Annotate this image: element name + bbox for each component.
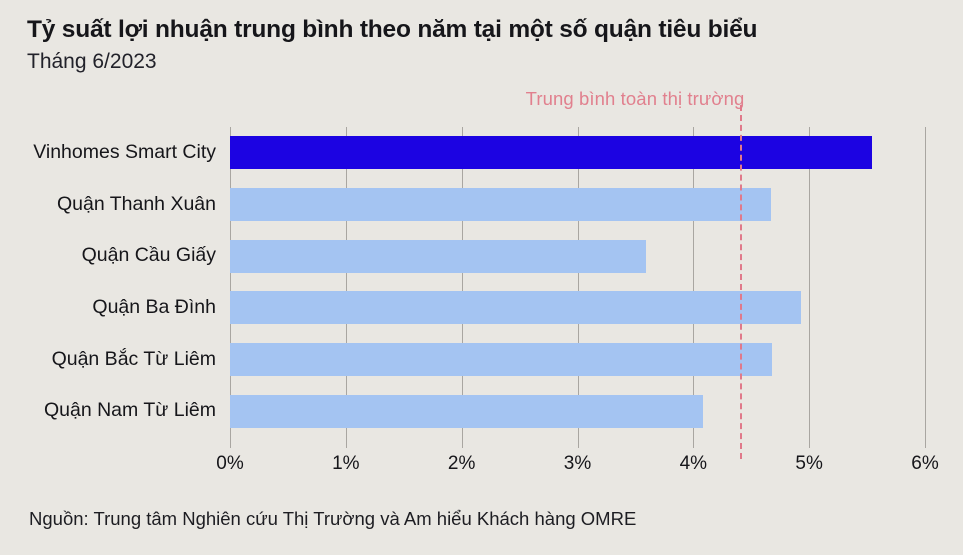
tick-mark [230,437,231,448]
gridline-4pct [693,127,695,437]
gridline-3pct [577,127,579,437]
market-average-annotation-label: Trung bình toàn thị trường [525,88,745,109]
bar[interactable] [230,136,872,170]
category-label-1: Quận Thanh Xuân [56,192,216,215]
chart-subtitle: Tháng 6/2023 [27,49,157,73]
bar[interactable] [230,394,703,428]
bar[interactable] [230,342,773,376]
gridline-5pct [809,127,811,437]
bar-row [230,179,925,231]
tick-mark [693,437,695,448]
tick-label-1pct: 1% [332,453,360,474]
page-title: Tỷ suất lợi nhuận trung bình theo năm tạ… [27,16,758,43]
bar-row [230,230,925,282]
gridline-1pct [345,127,347,437]
bar[interactable] [230,239,646,273]
x-axis: 0% 1% 2% 3% 4% 5% 6% [216,437,939,477]
source-note: Nguồn: Trung tâm Nghiên cứu Thị Trường v… [29,508,637,529]
chart-header: Tỷ suất lợi nhuận trung bình theo năm tạ… [27,16,927,75]
tick-label-6pct: 6% [911,453,939,474]
bar-row [230,385,925,437]
tick-mark [345,437,347,448]
gridline-6pct [925,127,926,437]
tick-label-3pct: 3% [563,453,592,474]
tick-mark [809,437,811,448]
gridline-0pct [230,127,231,437]
bar[interactable] [230,187,771,221]
market-average-reference-line [739,105,742,459]
plot-area [230,105,926,459]
category-label-5: Quận Nam Từ Liêm [43,399,216,422]
tick-label-5pct: 5% [795,453,823,474]
gridline-2pct [461,127,463,437]
tick-label-2pct: 2% [447,453,476,474]
tick-mark [925,437,926,448]
tick-mark [577,437,579,448]
category-label-0: Vinhomes Smart City [33,140,216,163]
bar-row [230,282,925,334]
bar-row [230,334,925,386]
tick-label-4pct: 4% [679,453,708,474]
tick-label-0pct: 0% [216,453,244,474]
category-label-3: Quận Ba Đình [92,295,216,318]
bar-row [230,127,925,179]
category-label-2: Quận Cầu Giấy [81,244,216,267]
bar[interactable] [230,291,802,325]
tick-mark [461,437,463,448]
category-label-4: Quận Bắc Từ Liêm [51,347,216,370]
